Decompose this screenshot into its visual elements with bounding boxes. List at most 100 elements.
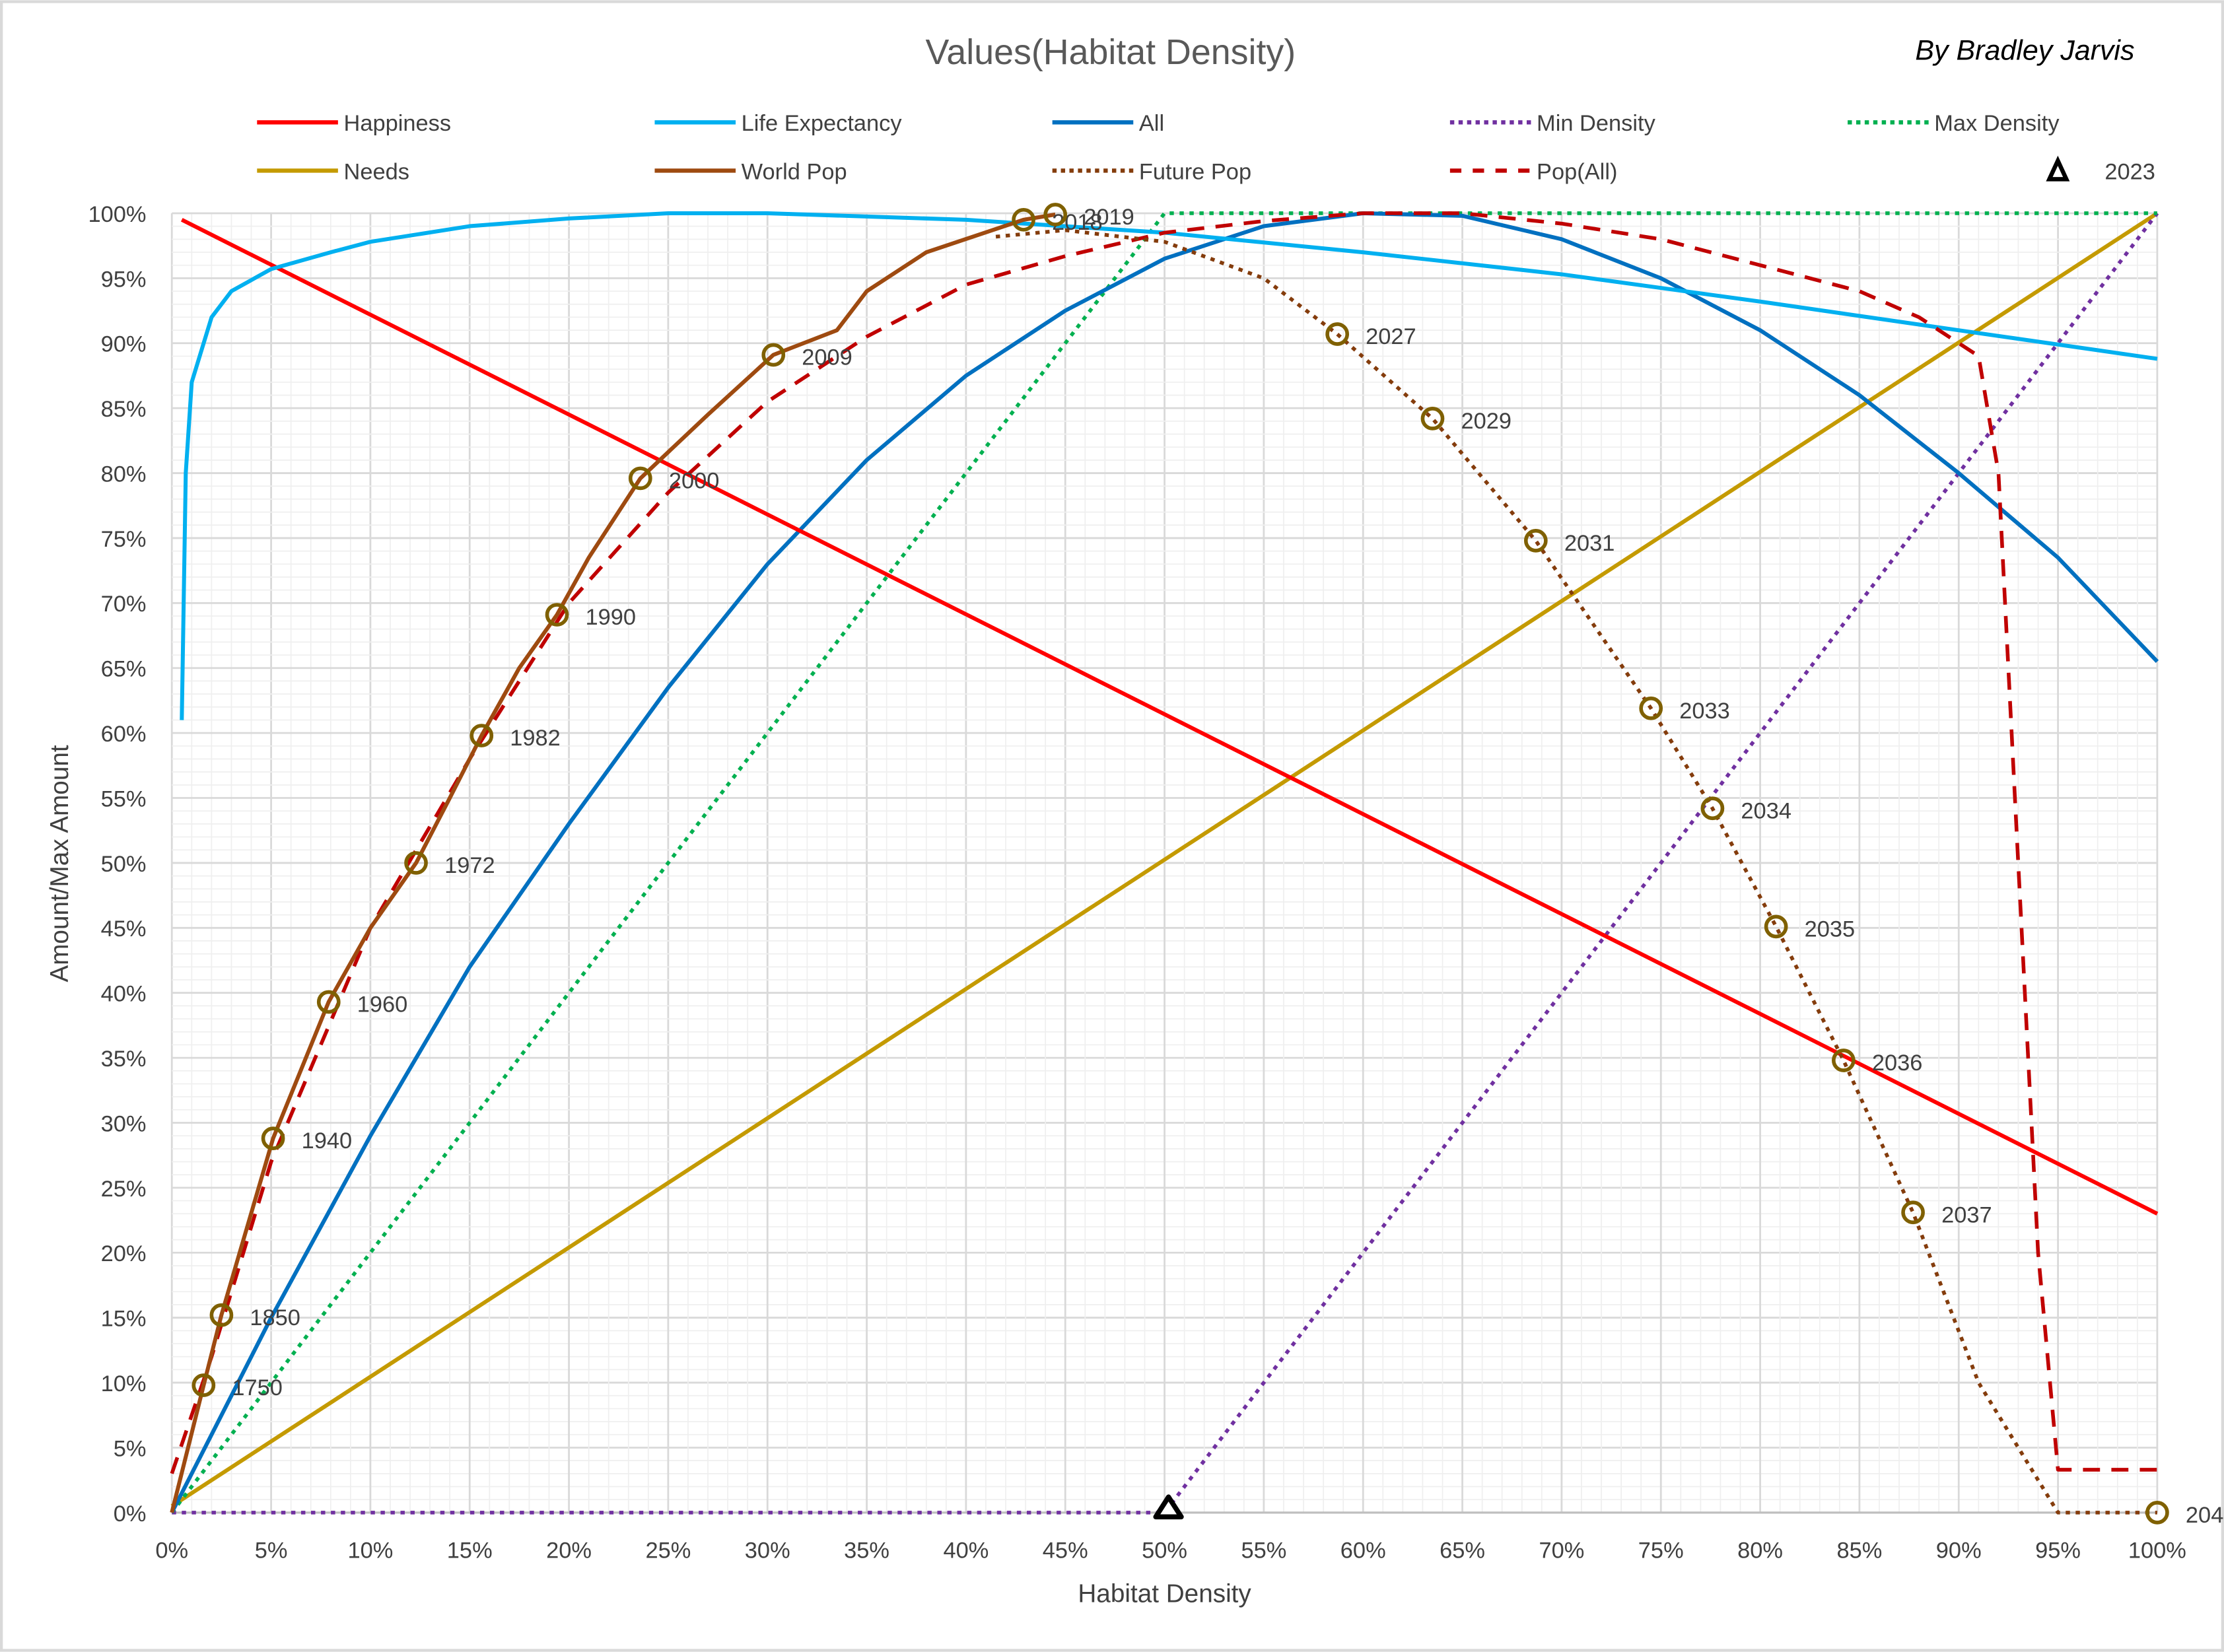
- author-label: By Bradley Jarvis: [1915, 35, 2134, 67]
- data-label-2033: 2033: [1679, 699, 1730, 724]
- y-tick-label: 40%: [101, 982, 147, 1007]
- x-tick-label: 0%: [155, 1538, 188, 1564]
- series-needs-line: [170, 211, 2159, 1508]
- data-point-marker-2019: [1043, 203, 1068, 226]
- y-tick-label: 100%: [88, 202, 147, 227]
- series-all-line: [170, 211, 2159, 1514]
- data-label-2000: 2000: [669, 468, 720, 493]
- data-label-2036: 2036: [1872, 1050, 1923, 1076]
- data-point-marker-2018: [1012, 207, 1035, 232]
- x-tick-label: 100%: [2128, 1538, 2186, 1564]
- data-label-2037: 2037: [1941, 1202, 1992, 1227]
- series-happiness-line: [180, 218, 2159, 1216]
- data-label-1940: 1940: [302, 1128, 353, 1153]
- data-point-marker-2000: [628, 466, 652, 491]
- x-tick-label: 5%: [255, 1538, 288, 1564]
- x-axis-title: Habitat Density: [1078, 1579, 1251, 1608]
- data-point-marker-1990: [545, 603, 569, 627]
- data-label-1972: 1972: [444, 853, 495, 878]
- x-tick-label: 50%: [1142, 1538, 1187, 1564]
- x-tick-label: 45%: [1043, 1538, 1088, 1564]
- data-label-2029: 2029: [1461, 409, 1512, 434]
- legend-label: 2023: [2104, 159, 2155, 184]
- x-tick-label: 20%: [546, 1538, 592, 1564]
- y-tick-label: 65%: [101, 657, 147, 682]
- y-tick-label: 85%: [101, 397, 147, 422]
- legend-label: Future Pop: [1139, 159, 1251, 184]
- data-label-1750: 1750: [232, 1375, 283, 1400]
- y-tick-label: 30%: [101, 1111, 147, 1136]
- y-tick-label: 35%: [101, 1047, 147, 1072]
- series-max-density-line: [170, 211, 2157, 1514]
- data-point-marker-2036: [1832, 1049, 1856, 1072]
- y-tick-label: 20%: [101, 1241, 147, 1266]
- x-tick-label: 90%: [1936, 1538, 1982, 1564]
- y-tick-label: 10%: [101, 1371, 147, 1396]
- tick-labels: 0% 5% 10% 15% 20% 25% 30% 35% 40% 45% 50% 55% 60% 65%…: [88, 202, 2186, 1564]
- series-pop-all-line: [170, 211, 2157, 1474]
- legend-label: Max Density: [1934, 111, 2060, 136]
- y-tick-label: 95%: [101, 267, 147, 292]
- y-tick-label: 15%: [101, 1307, 147, 1332]
- chart-title: Values(Habitat Density): [926, 32, 1296, 72]
- legend-label: Life Expectancy: [742, 111, 903, 136]
- data-point-marker-2029: [1420, 407, 1445, 430]
- data-point-marker-2041: [2145, 1501, 2169, 1525]
- legend-label: Happiness: [343, 111, 451, 136]
- data-point-marker-2031: [1523, 529, 1548, 553]
- data-label-1960: 1960: [357, 992, 408, 1017]
- y-tick-label: 60%: [101, 722, 147, 747]
- data-point-marker-2034: [1700, 796, 1725, 821]
- data-label-1990: 1990: [586, 605, 637, 630]
- legend: Happiness Life Expectancy All Min Density Ma…: [257, 111, 2155, 184]
- x-tick-label: 10%: [347, 1538, 393, 1564]
- data-point-marker-1960: [316, 990, 341, 1014]
- x-tick-label: 35%: [844, 1538, 889, 1564]
- series-world-pop-line: [170, 212, 1056, 1513]
- legend-marker-2023-icon: [2046, 155, 2070, 182]
- x-tick-label: 65%: [1440, 1538, 1485, 1564]
- series-min-density-line: [172, 212, 2159, 1515]
- y-axis-title: Amount/Max Amount: [46, 745, 74, 982]
- y-tick-label: 75%: [101, 527, 147, 552]
- y-tick-label: 80%: [101, 462, 147, 487]
- y-tick-label: 5%: [114, 1436, 147, 1461]
- data-label-2009: 2009: [802, 345, 852, 370]
- y-tick-label: 25%: [101, 1177, 147, 1202]
- y-tick-label: 55%: [101, 786, 147, 811]
- data-point-marker-1982: [469, 724, 494, 747]
- x-tick-label: 25%: [645, 1538, 691, 1564]
- data-point-marker-2035: [1764, 914, 1788, 939]
- data-point-marker-2027: [1325, 322, 1350, 346]
- x-tick-label: 85%: [1836, 1538, 1882, 1564]
- data-label-2034: 2034: [1741, 798, 1791, 823]
- legend-label: Min Density: [1537, 111, 1656, 136]
- legend-label: Needs: [343, 159, 409, 184]
- x-tick-label: 30%: [745, 1538, 790, 1564]
- data-point-marker-2033: [1639, 696, 1663, 720]
- y-tick-label: 90%: [101, 332, 147, 357]
- data-label-2027: 2027: [1366, 324, 1416, 349]
- legend-label: World Pop: [742, 159, 847, 184]
- data-label-2019: 2019: [1084, 205, 1134, 230]
- data-point-marker-1850: [209, 1303, 234, 1327]
- y-tick-label: 45%: [101, 916, 147, 942]
- data-label-1982: 1982: [510, 726, 561, 751]
- series-future-pop-line: [995, 228, 2157, 1515]
- x-tick-label: 80%: [1737, 1538, 1783, 1564]
- legend-label: All: [1139, 111, 1164, 136]
- y-tick-label: 50%: [101, 852, 147, 877]
- x-tick-label: 75%: [1638, 1538, 1684, 1564]
- gridlines: [170, 212, 2159, 1514]
- y-tick-label: 0%: [114, 1501, 147, 1527]
- series-2023-marker: [1153, 1494, 1184, 1520]
- x-tick-label: 95%: [2035, 1538, 2081, 1564]
- x-tick-label: 15%: [447, 1538, 493, 1564]
- data-point-marker-1972: [404, 851, 428, 875]
- series-life-expectancy-line: [180, 211, 2158, 720]
- data-point-marker-2009: [761, 343, 786, 367]
- x-tick-label: 40%: [943, 1538, 989, 1564]
